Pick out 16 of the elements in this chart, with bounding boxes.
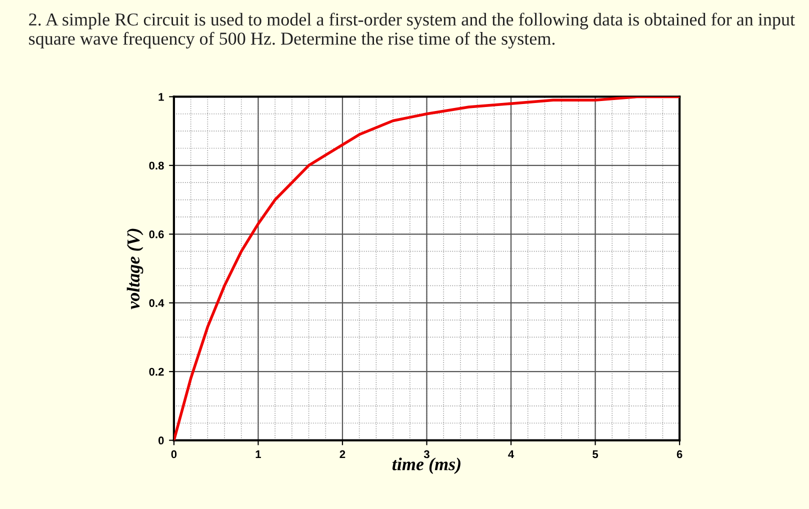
x-tick-label: 1 — [256, 450, 261, 458]
y-tick-label: 0.6 — [149, 230, 164, 238]
x-tick-label: 5 — [592, 450, 598, 458]
y-tick-label: 0 — [158, 436, 164, 444]
x-tick-label: 2 — [340, 450, 346, 458]
y-tick-label: 0.2 — [149, 368, 164, 376]
y-tick-label: 1 — [158, 93, 164, 101]
x-axis-title: time (ms) — [392, 458, 460, 474]
y-tick-label: 0.8 — [149, 162, 164, 170]
y-tick-label: 0.4 — [149, 299, 164, 307]
y-axis-title: voltage (V) — [126, 228, 144, 310]
x-tick-label: 4 — [508, 450, 514, 458]
x-tick-label: 0 — [171, 450, 177, 458]
x-tick-label: 3 — [424, 450, 430, 458]
x-tick-label: 6 — [676, 450, 682, 458]
chart-title: 2. A simple RC circuit is used to model a first-order system and the following data is obtained for an input square wave frequency of 500 Hz. Determine the rise time of the system. — [29, 12, 795, 48]
